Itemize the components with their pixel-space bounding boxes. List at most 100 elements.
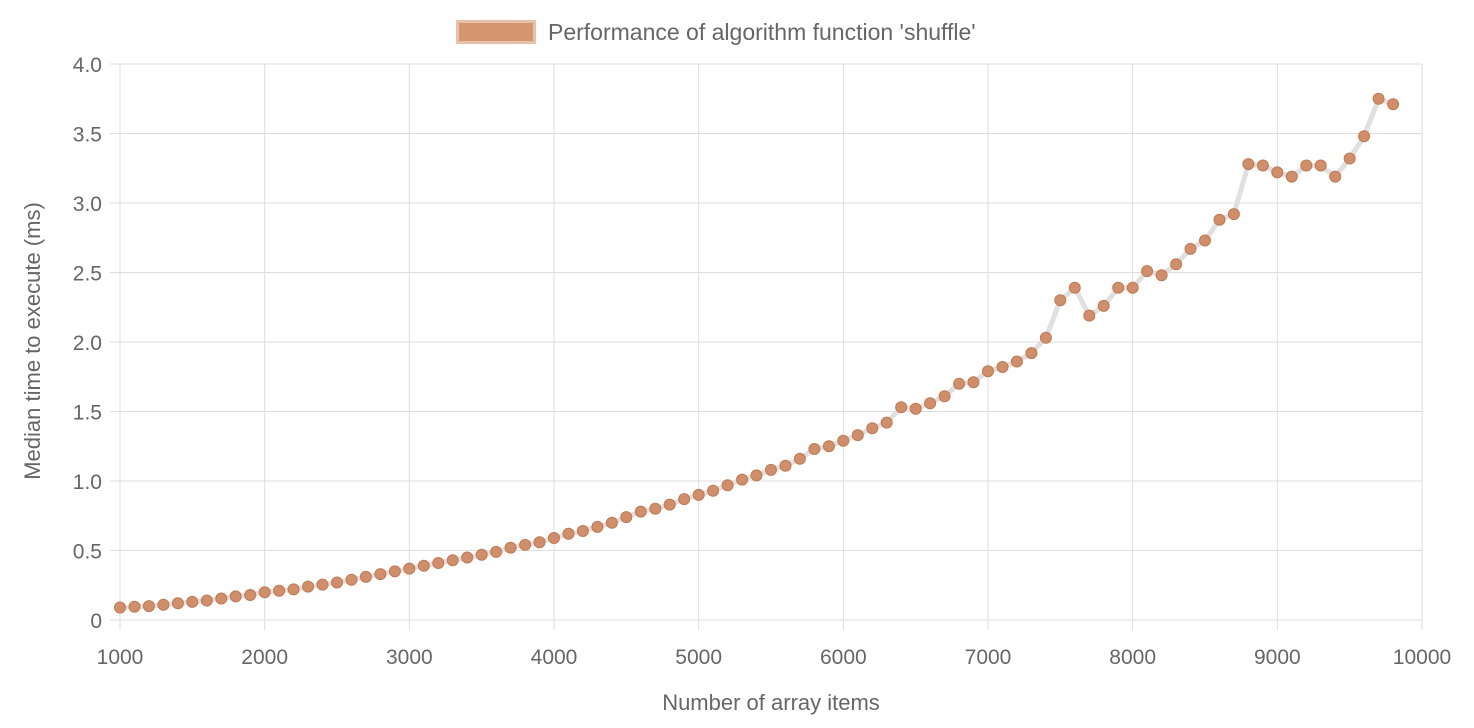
x-tick-label: 7000	[965, 646, 1012, 669]
data-point[interactable]	[1256, 159, 1269, 172]
data-point[interactable]	[793, 452, 806, 465]
data-point[interactable]	[1184, 242, 1197, 255]
data-point[interactable]	[519, 538, 532, 551]
y-tick-label: 0	[90, 610, 102, 633]
data-point[interactable]	[663, 498, 676, 511]
data-point[interactable]	[909, 402, 922, 415]
data-point[interactable]	[620, 511, 633, 524]
data-point[interactable]	[721, 479, 734, 492]
data-point[interactable]	[200, 594, 213, 607]
data-point[interactable]	[750, 469, 763, 482]
data-point[interactable]	[1199, 234, 1211, 247]
data-point[interactable]	[1358, 130, 1371, 143]
data-point[interactable]	[475, 548, 488, 561]
data-point[interactable]	[504, 541, 517, 554]
data-point[interactable]	[1227, 208, 1240, 221]
data-point[interactable]	[142, 600, 155, 613]
data-point[interactable]	[953, 377, 966, 390]
data-point[interactable]	[1097, 299, 1110, 312]
data-point[interactable]	[576, 525, 589, 537]
data-point[interactable]	[548, 532, 560, 544]
data-point[interactable]	[1213, 213, 1226, 226]
series-line	[119, 96, 1394, 610]
data-point[interactable]	[1141, 265, 1154, 278]
data-point[interactable]	[837, 434, 850, 447]
data-point[interactable]	[157, 598, 170, 611]
data-point[interactable]	[287, 583, 300, 596]
data-point[interactable]	[822, 440, 835, 453]
data-point[interactable]	[302, 580, 315, 593]
y-tick-label: 3.0	[73, 193, 102, 216]
data-point[interactable]	[1271, 166, 1284, 179]
data-point[interactable]	[1300, 159, 1313, 172]
data-point[interactable]	[128, 600, 141, 613]
data-point[interactable]	[736, 473, 749, 486]
data-point[interactable]	[996, 361, 1009, 373]
data-point[interactable]	[1112, 281, 1125, 294]
data-point[interactable]	[461, 551, 474, 564]
data-point[interactable]	[866, 422, 879, 435]
data-point[interactable]	[982, 365, 994, 378]
data-point[interactable]	[273, 584, 286, 597]
x-tick-label: 5000	[675, 646, 722, 669]
data-point[interactable]	[779, 459, 792, 472]
data-point[interactable]	[345, 573, 358, 586]
data-point[interactable]	[1372, 92, 1385, 105]
y-tick-label: 4.0	[73, 54, 102, 77]
data-point[interactable]	[938, 390, 951, 403]
data-point[interactable]	[851, 429, 864, 442]
data-point[interactable]	[359, 570, 372, 583]
data-point[interactable]	[1343, 152, 1356, 165]
legend[interactable]: Performance of algorithm function 'shuff…	[456, 16, 976, 48]
data-point[interactable]	[331, 576, 343, 589]
data-point[interactable]	[186, 595, 199, 608]
data-point[interactable]	[880, 416, 893, 429]
data-point[interactable]	[967, 376, 980, 389]
data-point[interactable]	[403, 562, 416, 575]
data-point[interactable]	[171, 597, 184, 610]
data-point[interactable]	[114, 601, 126, 614]
data-point[interactable]	[649, 502, 662, 515]
data-point[interactable]	[591, 520, 604, 533]
data-point[interactable]	[316, 578, 329, 591]
data-point[interactable]	[533, 536, 546, 549]
data-point[interactable]	[1242, 158, 1255, 171]
data-points	[114, 92, 1400, 614]
data-point[interactable]	[1285, 170, 1298, 183]
data-point[interactable]	[1010, 355, 1023, 368]
x-axis-ticks: 1000 2000 3000 4000 5000 6000 7000 8000 9000 1000…	[97, 646, 1452, 669]
data-point[interactable]	[215, 592, 228, 605]
data-point[interactable]	[707, 484, 720, 497]
data-point[interactable]	[446, 554, 459, 567]
y-axis-label: Median time to execute (ms)	[20, 202, 45, 480]
data-point[interactable]	[765, 463, 777, 476]
data-point[interactable]	[1155, 269, 1168, 282]
data-point[interactable]	[634, 505, 647, 518]
data-point[interactable]	[1068, 281, 1081, 294]
data-point[interactable]	[1054, 294, 1067, 307]
data-point[interactable]	[1039, 331, 1052, 344]
data-point[interactable]	[1387, 98, 1400, 111]
data-point[interactable]	[1170, 258, 1183, 271]
y-tick-label: 0.5	[73, 541, 102, 564]
data-point[interactable]	[1083, 309, 1096, 322]
data-point[interactable]	[1314, 159, 1327, 172]
data-point[interactable]	[388, 565, 401, 578]
data-point[interactable]	[605, 516, 618, 529]
data-point[interactable]	[895, 401, 908, 414]
data-point[interactable]	[692, 488, 705, 501]
data-point[interactable]	[562, 527, 575, 540]
data-point[interactable]	[490, 545, 503, 558]
data-point[interactable]	[374, 568, 387, 581]
data-point[interactable]	[1025, 347, 1038, 360]
data-point[interactable]	[1329, 170, 1342, 183]
data-point[interactable]	[258, 586, 271, 599]
data-point[interactable]	[1126, 281, 1139, 294]
data-point[interactable]	[229, 590, 242, 603]
data-point[interactable]	[808, 443, 821, 455]
data-point[interactable]	[432, 557, 445, 569]
data-point[interactable]	[244, 589, 257, 601]
data-point[interactable]	[924, 397, 937, 410]
data-point[interactable]	[417, 559, 430, 572]
data-point[interactable]	[678, 493, 691, 506]
